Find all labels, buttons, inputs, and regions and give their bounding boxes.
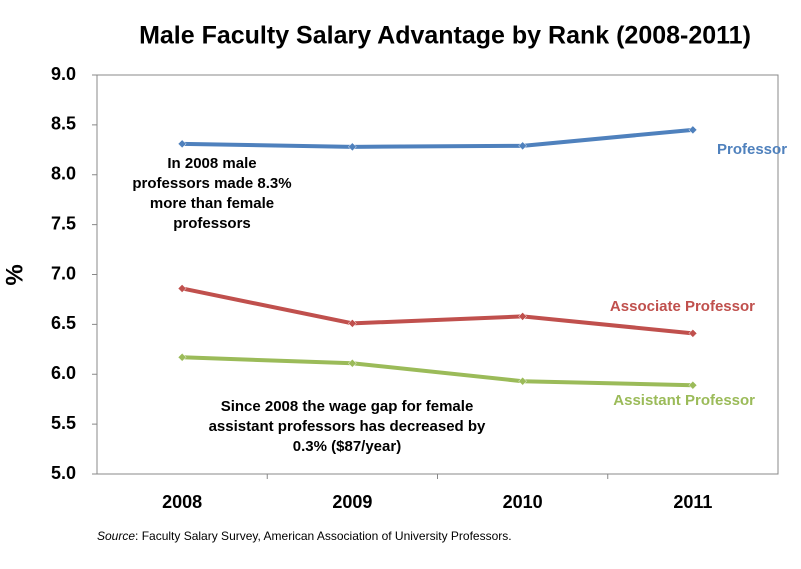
marker bbox=[177, 139, 187, 149]
annotation-line: more than female bbox=[150, 195, 274, 212]
y-tick-label: 9.0 bbox=[51, 64, 76, 84]
y-tick-label: 7.5 bbox=[51, 213, 76, 233]
x-tick-label: 2011 bbox=[673, 492, 712, 512]
series-line bbox=[182, 355, 693, 388]
marker bbox=[518, 141, 527, 151]
y-tick-label: 8.0 bbox=[51, 164, 76, 184]
annotation: In 2008 male professors made 8.3% more tha… bbox=[132, 155, 291, 232]
y-tick-label: 6.5 bbox=[51, 313, 76, 333]
y-tick-label: 7.0 bbox=[51, 263, 76, 283]
annotation-line: Since 2008 the wage gap for female bbox=[221, 398, 474, 415]
marker bbox=[348, 319, 357, 328]
y-tick-label: 5.5 bbox=[51, 413, 76, 433]
marker bbox=[348, 358, 357, 368]
marker bbox=[348, 142, 357, 152]
annotation-line: In 2008 male bbox=[167, 155, 256, 172]
marker bbox=[177, 352, 187, 362]
marker bbox=[688, 328, 698, 338]
marker bbox=[518, 376, 527, 386]
marker bbox=[688, 125, 698, 135]
y-tick-label: 5.0 bbox=[51, 463, 76, 483]
x-tick-label: 2008 bbox=[162, 492, 202, 512]
marker bbox=[518, 312, 527, 321]
annotation: Since 2008 the wage gap for female assist… bbox=[209, 398, 486, 455]
chart-title: Male Faculty Salary Advantage by Rank (2… bbox=[139, 22, 751, 50]
y-tick-label: 6.0 bbox=[51, 363, 76, 383]
annotation-line: assistant professors has decreased by bbox=[209, 418, 486, 435]
annotation-line: 0.3% ($87/year) bbox=[293, 438, 401, 455]
source-text: : Faculty Salary Survey, American Associ… bbox=[135, 529, 512, 543]
series-label: Associate Professor bbox=[610, 298, 755, 315]
annotation-line: professors bbox=[173, 215, 251, 232]
annotation-line: professors made 8.3% bbox=[132, 175, 291, 192]
series-label: Professor bbox=[717, 141, 787, 158]
series-label: Assistant Professor bbox=[613, 392, 755, 409]
y-tick-label: 8.5 bbox=[51, 114, 76, 134]
series-line bbox=[181, 286, 694, 336]
x-tick-label: 2010 bbox=[503, 492, 543, 512]
x-tick-label: 2009 bbox=[332, 492, 372, 512]
y-axis-label: % bbox=[1, 264, 28, 285]
marker bbox=[688, 380, 698, 390]
marker bbox=[177, 284, 187, 293]
series-line bbox=[182, 127, 694, 149]
source-label: Source bbox=[97, 529, 135, 543]
source-note: Source: Faculty Salary Survey, American … bbox=[97, 529, 512, 543]
